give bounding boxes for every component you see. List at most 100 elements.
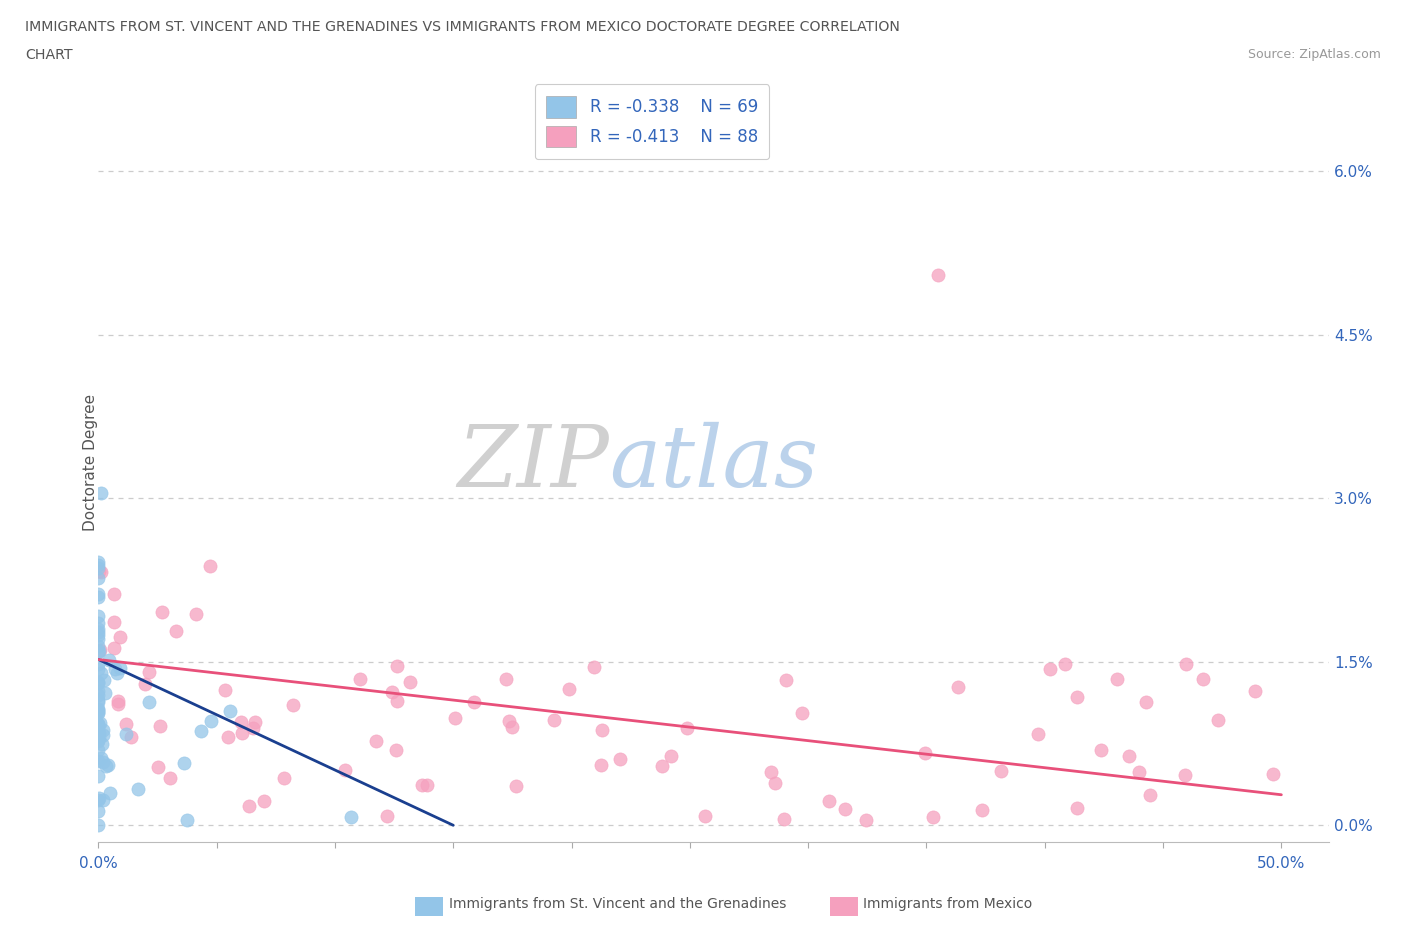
Point [87,587,110,602]
Point [87,725,110,740]
Point [790,706,813,721]
Point [200,713,222,728]
Point [120,729,142,744]
Point [333,763,356,777]
Point [159,770,181,785]
Point [87,717,110,732]
Y-axis label: Doctorate Degree: Doctorate Degree [83,394,97,531]
Point [87,639,110,654]
Point [87,817,110,832]
Point [114,716,136,731]
Point [152,604,174,619]
Point [589,757,612,772]
Point [89,715,111,730]
Point [127,781,149,796]
Point [87,684,110,699]
Point [96,757,118,772]
Point [87,769,110,784]
Point [87,590,110,604]
Point [273,771,295,786]
Point [1118,749,1140,764]
Point [87,662,110,677]
Point [198,558,221,573]
Point [90,666,112,681]
Point [138,665,160,680]
Point [91,792,114,807]
Point [87,716,110,731]
Point [253,794,276,809]
Point [1139,787,1161,802]
Point [927,267,949,282]
Text: ZIP: ZIP [457,421,609,504]
Point [87,705,110,720]
Point [87,718,110,733]
Point [375,808,398,823]
Text: 0.0%: 0.0% [79,856,118,870]
Point [1026,726,1049,741]
Point [591,723,613,737]
Point [651,759,673,774]
Point [1066,801,1088,816]
Point [90,751,112,765]
Point [98,785,121,800]
Point [134,677,156,692]
Point [146,760,169,775]
Point [340,810,363,825]
Point [914,745,936,760]
Point [91,727,114,742]
Point [108,660,131,675]
Point [104,661,127,676]
Point [385,742,408,757]
Point [96,759,118,774]
Point [87,616,110,631]
Point [416,777,439,792]
Point [176,813,198,828]
Point [1066,689,1088,704]
Point [238,799,260,814]
Point [364,734,387,749]
Point [87,564,110,578]
Point [87,571,110,586]
Point [1105,671,1128,686]
Text: Immigrants from Mexico: Immigrants from Mexico [863,897,1032,911]
Point [214,683,236,698]
Point [495,671,517,686]
Point [87,628,110,643]
Point [990,764,1012,779]
Point [103,641,125,656]
Text: Immigrants from St. Vincent and the Grenadines: Immigrants from St. Vincent and the Gren… [449,897,786,911]
Point [242,721,264,736]
Point [87,804,110,818]
Point [107,665,129,680]
Point [89,643,111,658]
Point [385,658,408,673]
Point [94,685,117,700]
Point [1206,712,1229,727]
Point [87,557,110,572]
Point [98,653,121,668]
Text: atlas: atlas [609,421,818,504]
Text: 50.0%: 50.0% [1257,856,1306,870]
Point [1128,764,1150,779]
Point [87,608,110,623]
Point [1192,671,1215,686]
Point [761,764,783,779]
Point [87,742,110,757]
Point [1175,657,1198,671]
Point [87,695,110,710]
Point [218,703,240,718]
Point [381,684,404,699]
Point [834,802,856,817]
Point [110,630,132,644]
Point [948,679,970,694]
Point [693,808,716,823]
Point [87,701,110,716]
Point [583,659,606,674]
Point [103,587,125,602]
Point [87,753,110,768]
Point [921,809,943,824]
Point [763,776,786,790]
Point [87,703,110,718]
Point [463,695,485,710]
Point [87,730,110,745]
